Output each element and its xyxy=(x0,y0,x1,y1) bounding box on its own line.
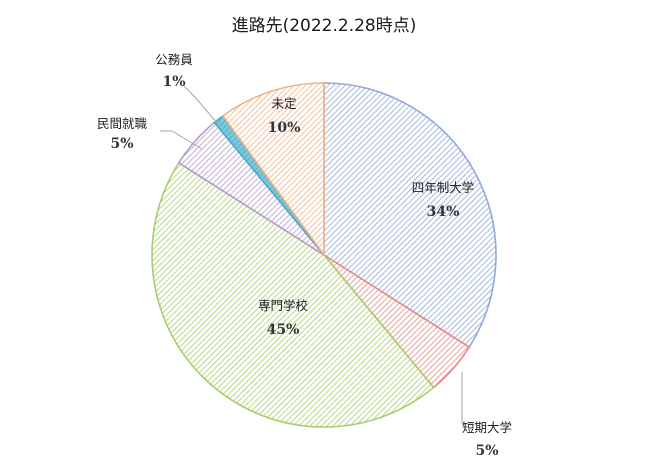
slice-label: 短期大学 xyxy=(462,420,512,435)
slice-percent-label: 34% xyxy=(427,204,460,220)
slice-percent-label: 10% xyxy=(268,120,301,136)
pie-slice xyxy=(151,161,435,428)
pie-slices xyxy=(151,82,497,428)
slice-percent-label: 5% xyxy=(475,443,498,459)
data-labels: 四年制大学 34% 短期大学 5% 専門学校 45% 民間就職 5% 公務員 1% 未定 10% xyxy=(97,52,512,459)
slice-label: 民間就職 xyxy=(97,116,148,131)
slice-label: 専門学校 xyxy=(258,298,309,313)
slice-percent-label: 1% xyxy=(162,74,185,90)
leader-line xyxy=(160,130,203,150)
leader-line xyxy=(183,85,219,125)
slice-label: 公務員 xyxy=(155,52,193,67)
slice-percent-label: 5% xyxy=(110,136,133,152)
leader-lines xyxy=(160,85,476,425)
pie-slice xyxy=(221,82,325,258)
pie-slice xyxy=(323,82,497,349)
chart-title: 進路先(2022.2.28時点) xyxy=(232,16,417,36)
slice-label: 四年制大学 xyxy=(412,180,475,195)
leader-line xyxy=(461,372,476,425)
slice-percent-label: 45% xyxy=(267,322,300,338)
slice-label: 未定 xyxy=(271,96,296,111)
